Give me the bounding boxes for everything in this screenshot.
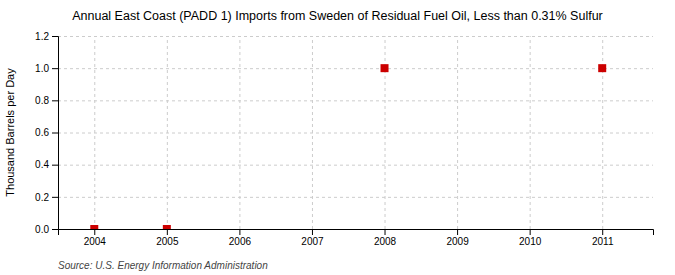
x-grid-tick: [457, 36, 458, 229]
plot-area: 200420052006200720082009201020110.00.20.…: [35, 31, 653, 247]
y-tick-mark: [52, 68, 58, 69]
y-grid-line: [58, 197, 653, 198]
y-grid-line: [58, 133, 653, 134]
x-tick: 2006: [229, 229, 252, 247]
y-tick: 0.4: [35, 159, 58, 170]
y-grid-line: [58, 36, 653, 37]
y-tick: 0.6: [35, 127, 58, 138]
y-grid-tick: [58, 100, 653, 101]
x-tick: 2007: [301, 229, 324, 247]
source: Source: U.S. Energy Information Administ…: [58, 260, 268, 271]
y-grid-tick: [58, 133, 653, 134]
x-tick-mark: [312, 229, 313, 235]
x-tick: 2008: [374, 229, 397, 247]
x-grid-line: [457, 36, 458, 229]
y-tick-label: 0.0: [35, 224, 49, 235]
x-tick-mark: [385, 229, 386, 235]
x-tick-mark: [530, 229, 531, 235]
x-tick-label: 2004: [84, 236, 107, 247]
x-axis: 2004 2005 2006 2007 2008 2009 2010 2011: [59, 229, 654, 247]
y-tick-label: 0.6: [35, 127, 49, 138]
x-tick: 2010: [519, 229, 542, 247]
x-tick-mark: [239, 229, 240, 235]
y-axis: 0.0 0.2 0.4 0.6 0.8 1.0 1.2: [35, 31, 58, 235]
y-tick: 1.2: [35, 31, 58, 42]
y-tick-mark: [52, 229, 58, 230]
y-tick-label: 1.0: [35, 63, 49, 74]
x-axis-line: [59, 230, 654, 236]
y-grid-tick: [58, 165, 653, 166]
x-tick: 2011: [592, 229, 614, 247]
point: [163, 225, 171, 229]
x-tick: 2004: [84, 229, 107, 247]
y-grid-line: [58, 68, 653, 69]
y-grid-line: [58, 100, 653, 101]
y-tick-label: 0.4: [35, 159, 49, 170]
point: [381, 64, 389, 72]
x-tick-mark: [602, 229, 603, 235]
y-tick-mark: [52, 36, 58, 37]
y-tick-label: 0.8: [35, 95, 49, 106]
x-tick-mark: [94, 229, 95, 235]
y-tick: 0.8: [35, 95, 58, 106]
y-tick-label: 1.2: [35, 31, 49, 42]
marks: [90, 64, 606, 229]
x-tick-label: 2010: [519, 236, 542, 247]
y-grid-tick: [58, 197, 653, 198]
x-tick: 2005: [156, 229, 179, 247]
x-tick-label: 2009: [446, 236, 469, 247]
chart: 200420052006200720082009201020110.00.20.…: [0, 0, 675, 275]
y-tick-label: 0.2: [35, 192, 49, 203]
y-axis-line: [52, 37, 59, 230]
x-tick-label: 2005: [156, 236, 179, 247]
y-tick-mark: [52, 165, 58, 166]
x-tick-label: 2011: [592, 236, 614, 247]
x-grid-line: [530, 36, 531, 229]
y-axis-title: Thousand Barrels per Day: [4, 68, 16, 197]
y-tick: 0.0: [35, 224, 58, 235]
y-tick: 0.2: [35, 192, 58, 203]
x-tick: 2009: [446, 229, 469, 247]
y-tick-mark: [52, 100, 58, 101]
title: Annual East Coast (PADD 1) Imports from …: [72, 9, 603, 23]
point: [90, 225, 98, 229]
y-tick-mark: [52, 133, 58, 134]
y-tick: 1.0: [35, 63, 58, 74]
x-tick-label: 2006: [229, 236, 252, 247]
y-grid: [58, 37, 653, 230]
point: [598, 64, 606, 72]
x-tick-mark: [167, 229, 168, 235]
y-grid-line: [58, 165, 653, 166]
x-grid-tick: [530, 36, 531, 229]
y-tick-mark: [52, 197, 58, 198]
x-tick-mark: [457, 229, 458, 235]
y-grid-tick: [58, 36, 653, 37]
x-tick-label: 2007: [301, 236, 324, 247]
y-grid-tick: [58, 68, 653, 69]
x-tick-label: 2008: [374, 236, 397, 247]
